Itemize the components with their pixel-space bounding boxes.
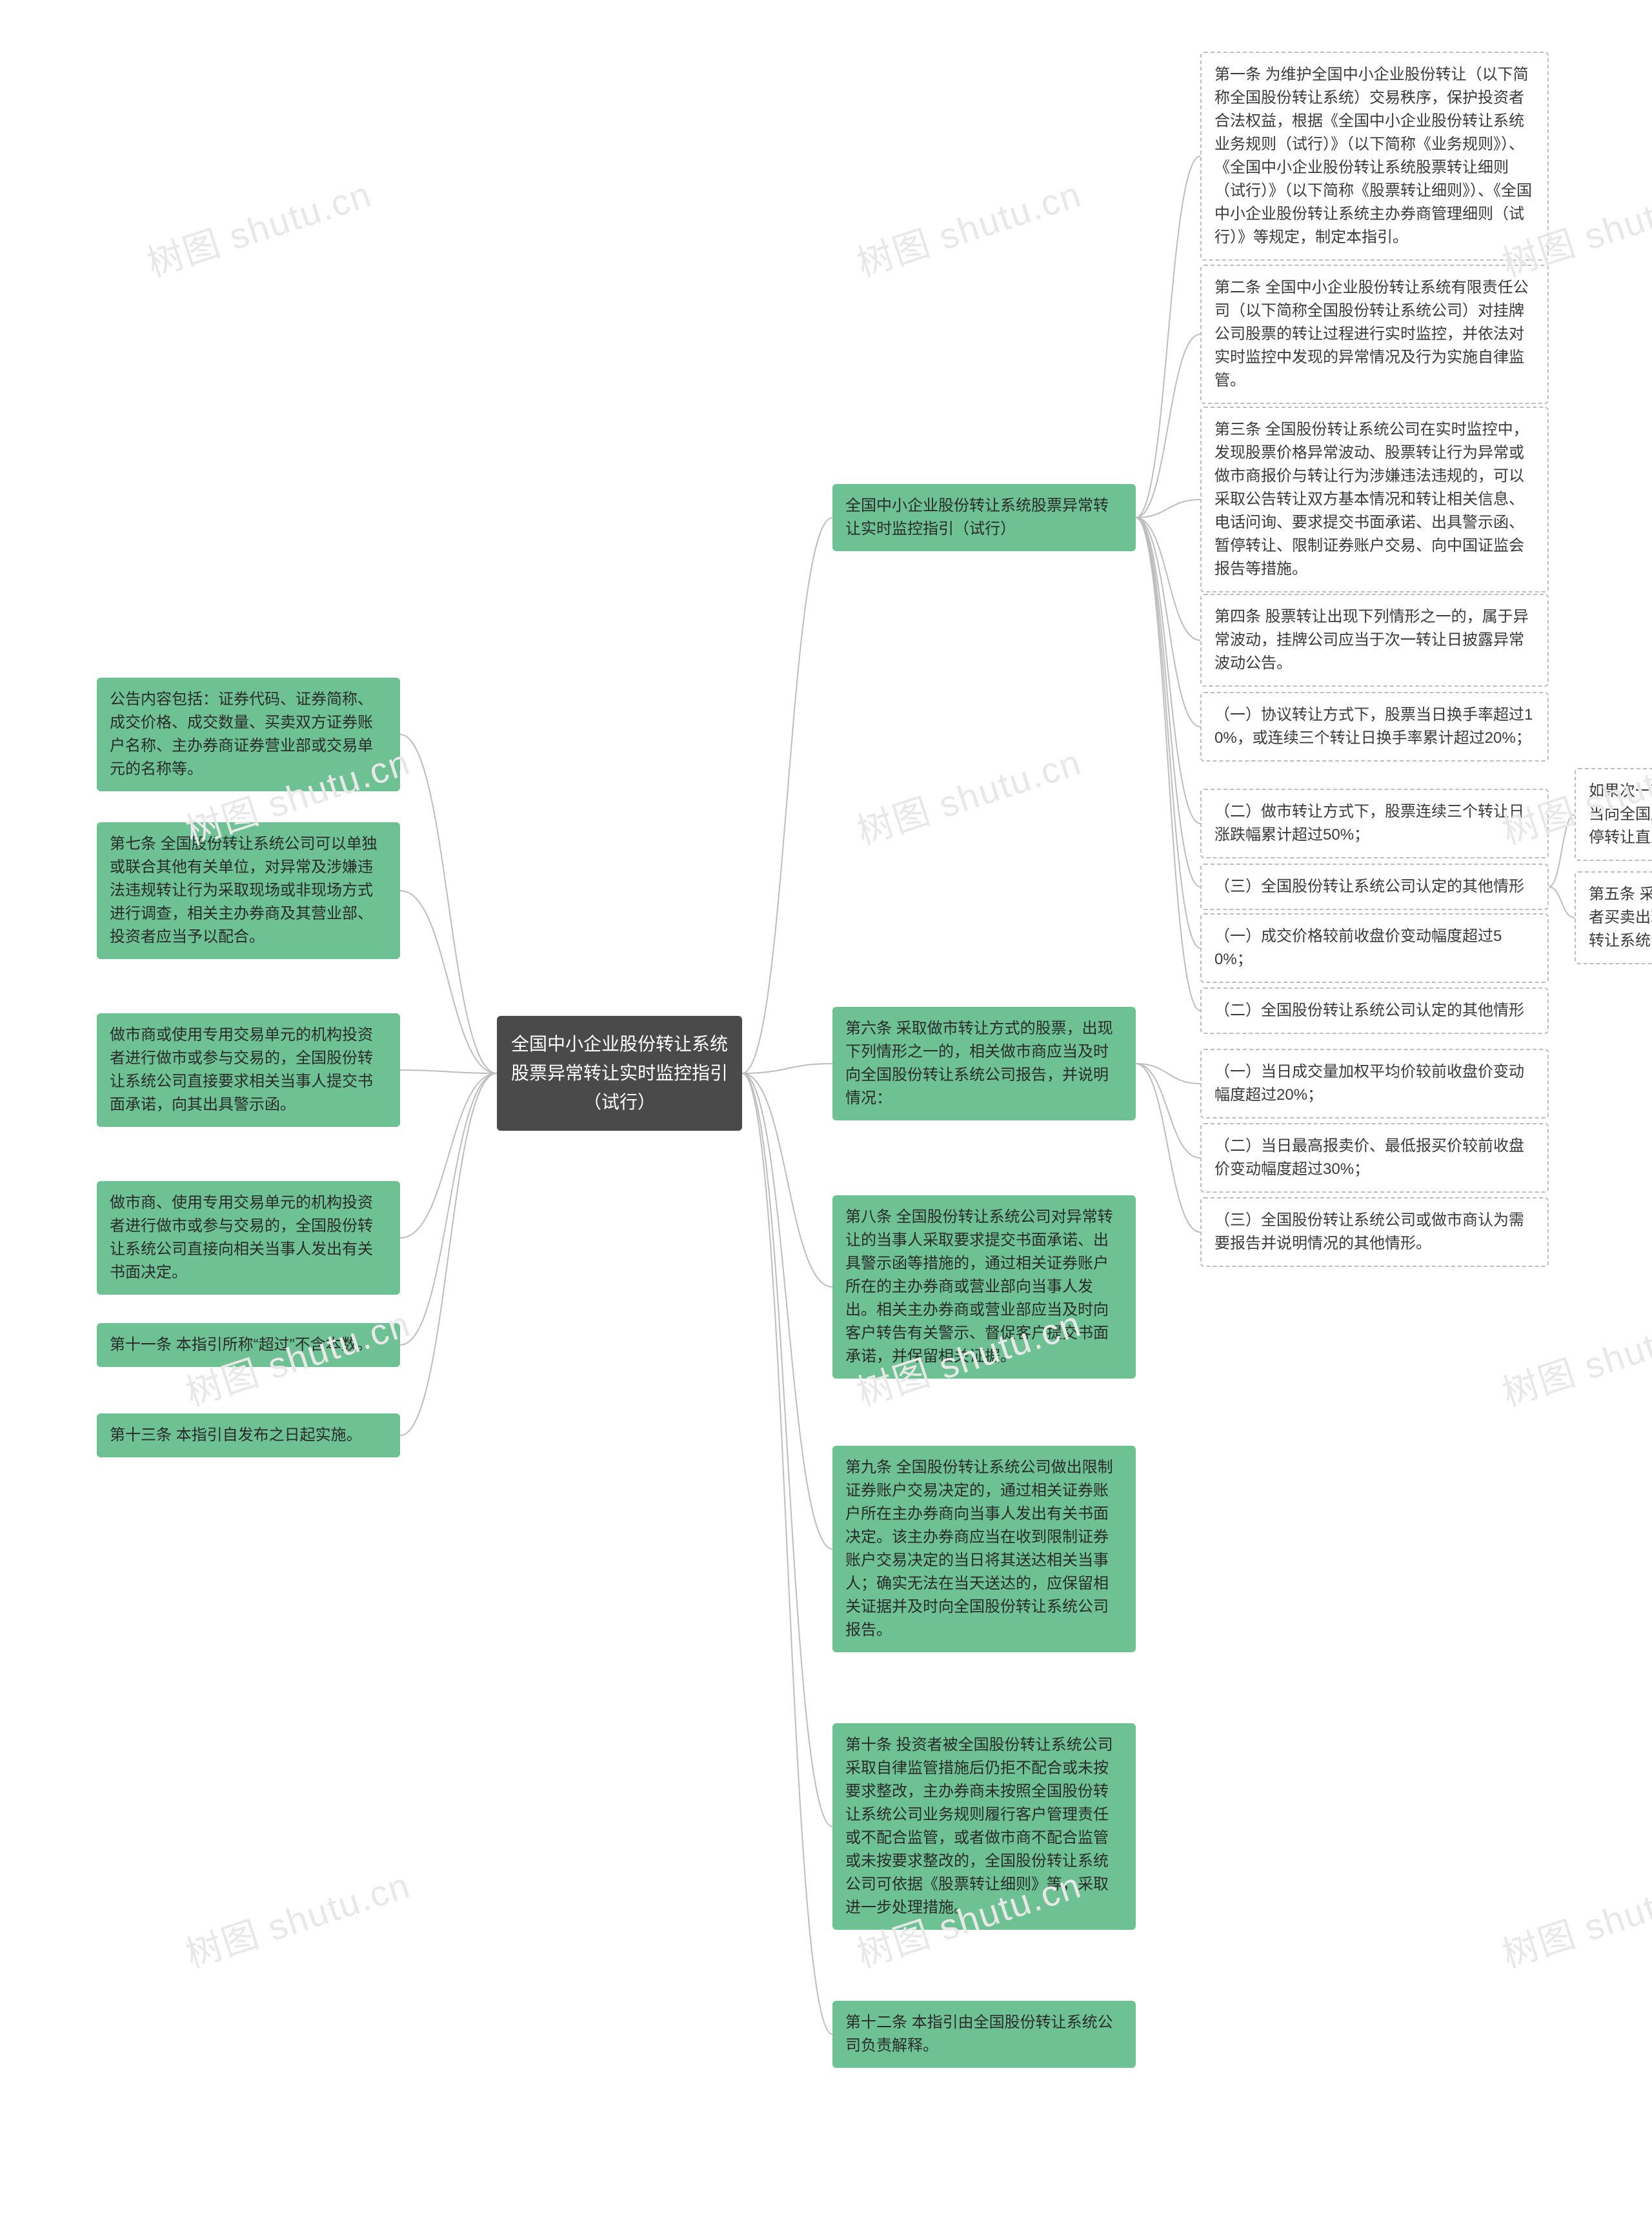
mid-node: 第八条 全国股份转让系统公司对异常转让的当事人采取要求提交书面承诺、出具警示函等… [832,1195,1136,1379]
watermark-text: 树图 shutu.cn [1495,1856,1652,1978]
r3-node: 如果次一转让日无法披露，挂牌公司应当向全国股份转让系统公司申请股票暂停转让直至披… [1575,768,1652,861]
left-node: 第十三条 本指引自发布之日起实施。 [97,1413,400,1457]
mid-node: 第六条 采取做市转让方式的股票，出现下列情形之一的，相关做市商应当及时向全国股份… [832,1007,1136,1120]
left-node: 第十一条 本指引所称“超过”不含本数。 [97,1323,400,1367]
left-node: 第七条 全国股份转让系统公司可以单独或联合其他有关单位，对异常及涉嫌违法违规转让… [97,822,400,959]
r1-node: 第三条 全国股份转让系统公司在实时监控中，发现股票价格异常波动、股票转让行为异常… [1200,407,1549,592]
mid-node: 第十二条 本指引由全国股份转让系统公司负责解释。 [832,2001,1136,2068]
left-node: 公告内容包括：证券代码、证券简称、成交价格、成交数量、买卖双方证券账户名称、主办… [97,678,400,791]
r1-node: （二）做市转让方式下，股票连续三个转让日涨跌幅累计超过50%； [1200,789,1549,858]
mid-node: 全国中小企业股份转让系统股票异常转让实时监控指引（试行） [832,484,1136,551]
mid-node: 第十条 投资者被全国股份转让系统公司采取自律监管措施后仍拒不配合或未按要求整改，… [832,1723,1136,1930]
left-node: 做市商或使用专用交易单元的机构投资者进行做市或参与交易的，全国股份转让系统公司直… [97,1013,400,1127]
r1-node: 第一条 为维护全国中小企业股份转让（以下简称全国股份转让系统）交易秩序，保护投资… [1200,52,1549,261]
mid-node: 第九条 全国股份转让系统公司做出限制证券账户交易决定的，通过相关证券账户所在主办… [832,1446,1136,1652]
watermark-text: 树图 shutu.cn [139,165,378,287]
watermark-text: 树图 shutu.cn [178,1856,416,1978]
root-node: 全国中小企业股份转让系统股票异常转让实时监控指引（试行） [497,1016,742,1131]
r1-node: （三）全国股份转让系统公司认定的其他情形 [1200,864,1549,910]
left-node: 做市商、使用专用交易单元的机构投资者进行做市或参与交易的，全国股份转让系统公司直… [97,1181,400,1295]
r1-node: （一）成交价格较前收盘价变动幅度超过50%； [1200,913,1549,983]
r1-node: （二）全国股份转让系统公司认定的其他情形 [1200,987,1549,1034]
r1-node: 第四条 股票转让出现下列情形之一的，属于异常波动，挂牌公司应当于次一转让日披露异… [1200,594,1549,687]
r2-node: （二）当日最高报卖价、最低报买价较前收盘价变动幅度超过30%； [1200,1123,1549,1193]
watermark-text: 树图 shutu.cn [849,165,1087,287]
r2-node: （三）全国股份转让系统公司或做市商认为需要报告并说明情况的其他情形。 [1200,1197,1549,1267]
watermark-text: 树图 shutu.cn [849,733,1087,855]
r1-node: 第二条 全国中小企业股份转让系统有限责任公司（以下简称全国股份转让系统公司）对挂… [1200,265,1549,404]
r2-node: （一）当日成交量加权平均价较前收盘价变动幅度超过20%； [1200,1049,1549,1118]
r1-node: （一）协议转让方式下，股票当日换手率超过10%，或连续三个转让日换手率累计超过2… [1200,692,1549,762]
r3-node: 第五条 采取协议转让方式的股票，投资者买卖出现下列情形之一的，全国股份转让系统公… [1575,871,1652,964]
watermark-text: 树图 shutu.cn [1495,1295,1652,1417]
